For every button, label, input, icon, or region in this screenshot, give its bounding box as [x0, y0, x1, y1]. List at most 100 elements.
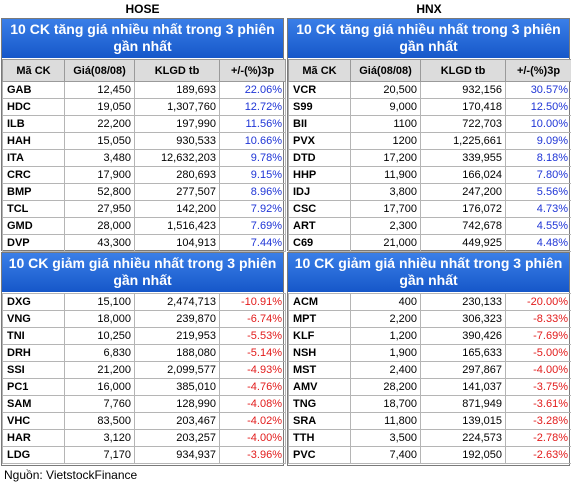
hnx-gainers-table: Mã CK Giá(08/08) KLGD tb +/-(%)3p VCR 20,… [288, 59, 571, 252]
cell-price: 17,900 [64, 166, 135, 184]
table-row: MPT 2,200 306,323 -8.33% [288, 310, 571, 328]
cell-volume: 203,257 [134, 429, 220, 447]
cell-change: 4.73% [505, 200, 571, 218]
cell-price: 3,800 [350, 183, 421, 201]
cell-symbol: GAB [2, 81, 65, 99]
cell-price: 2,400 [350, 361, 421, 379]
cell-volume: 176,072 [420, 200, 506, 218]
cell-symbol: CSC [288, 200, 351, 218]
table-row: PVX 1200 1,225,661 9.09% [288, 132, 571, 150]
hnx-exchange-label: HNX [416, 2, 442, 16]
cell-change: -7.69% [505, 327, 571, 345]
col-header-price: Giá(08/08) [350, 59, 421, 82]
cell-volume: 871,949 [420, 395, 506, 413]
table-row: ART 2,300 742,678 4.55% [288, 217, 571, 235]
table-row: MST 2,400 297,867 -4.00% [288, 361, 571, 379]
cell-symbol: PC1 [2, 378, 65, 396]
cell-volume: 932,156 [420, 81, 506, 99]
table-row: DTD 17,200 339,955 8.18% [288, 149, 571, 167]
cell-change: 4.48% [505, 234, 571, 252]
cell-volume: 742,678 [420, 217, 506, 235]
cell-change: -4.00% [505, 361, 571, 379]
cell-volume: 1,225,661 [420, 132, 506, 150]
table-row: CSC 17,700 176,072 4.73% [288, 200, 571, 218]
cell-symbol: S99 [288, 98, 351, 116]
table-row: S99 9,000 170,418 12.50% [288, 98, 571, 116]
cell-change: 22.06% [219, 81, 286, 99]
cell-change: 30.57% [505, 81, 571, 99]
cell-symbol: VHC [2, 412, 65, 430]
cell-volume: 390,426 [420, 327, 506, 345]
hose-losers-panel: 10 CK giảm giá nhiều nhất trong 3 phiên … [1, 252, 286, 466]
cell-price: 400 [350, 293, 421, 311]
cell-volume: 139,015 [420, 412, 506, 430]
cell-price: 20,500 [350, 81, 421, 99]
col-header-symbol: Mã CK [288, 59, 351, 82]
cell-volume: 104,913 [134, 234, 220, 252]
cell-change: -5.53% [219, 327, 286, 345]
cell-price: 3,480 [64, 149, 135, 167]
cell-symbol: SAM [2, 395, 65, 413]
table-row: GAB 12,450 189,693 22.06% [2, 81, 286, 99]
hnx-losers-table: ACM 400 230,133 -20.00% MPT 2,200 306,323 -8.33… [288, 293, 571, 464]
table-row: KLF 1,200 390,426 -7.69% [288, 327, 571, 345]
cell-change: -3.61% [505, 395, 571, 413]
table-row: HAH 15,050 930,533 10.66% [2, 132, 286, 150]
hnx-losers-panel: 10 CK giảm giá nhiều nhất trong 3 phiên … [287, 252, 571, 466]
table-row: VCR 20,500 932,156 30.57% [288, 81, 571, 99]
cell-price: 15,100 [64, 293, 135, 311]
cell-volume: 722,703 [420, 115, 506, 133]
cell-volume: 2,099,577 [134, 361, 220, 379]
table-row: CRC 17,900 280,693 9.15% [2, 166, 286, 184]
cell-price: 83,500 [64, 412, 135, 430]
cell-price: 6,830 [64, 344, 135, 362]
cell-volume: 339,955 [420, 149, 506, 167]
col-header-volume: KLGD tb [420, 59, 506, 82]
table-row: VHC 83,500 203,467 -4.02% [2, 412, 286, 430]
cell-price: 21,200 [64, 361, 135, 379]
cell-volume: 385,010 [134, 378, 220, 396]
cell-volume: 12,632,203 [134, 149, 220, 167]
cell-change: -4.93% [219, 361, 286, 379]
cell-price: 22,200 [64, 115, 135, 133]
cell-symbol: SRA [288, 412, 351, 430]
col-header-symbol: Mã CK [2, 59, 65, 82]
cell-price: 17,700 [350, 200, 421, 218]
table-row: HAR 3,120 203,257 -4.00% [2, 429, 286, 447]
cell-price: 9,000 [350, 98, 421, 116]
cell-price: 2,200 [350, 310, 421, 328]
cell-volume: 165,633 [420, 344, 506, 362]
cell-symbol: HAR [2, 429, 65, 447]
cell-change: -4.00% [219, 429, 286, 447]
table-header-row: Mã CK Giá(08/08) KLGD tb +/-(%)3p [288, 59, 571, 82]
cell-change: -4.08% [219, 395, 286, 413]
hose-gainers-panel: 10 CK tăng giá nhiều nhất trong 3 phiên … [1, 18, 286, 252]
cell-volume: 449,925 [420, 234, 506, 252]
cell-price: 2,300 [350, 217, 421, 235]
cell-symbol: PVX [288, 132, 351, 150]
cell-price: 7,400 [350, 446, 421, 464]
table-row: IDJ 3,800 247,200 5.56% [288, 183, 571, 201]
cell-change: 9.15% [219, 166, 286, 184]
cell-change: -3.96% [219, 446, 286, 464]
cell-symbol: NSH [288, 344, 351, 362]
table-row: SRA 11,800 139,015 -3.28% [288, 412, 571, 430]
cell-change: 9.09% [505, 132, 571, 150]
cell-symbol: DRH [2, 344, 65, 362]
cell-symbol: DTD [288, 149, 351, 167]
cell-volume: 142,200 [134, 200, 220, 218]
table-row: ITA 3,480 12,632,203 9.78% [2, 149, 286, 167]
cell-price: 18,000 [64, 310, 135, 328]
cell-price: 1200 [350, 132, 421, 150]
table-row: C69 21,000 449,925 4.48% [288, 234, 571, 252]
cell-symbol: GMD [2, 217, 65, 235]
cell-symbol: MST [288, 361, 351, 379]
cell-volume: 192,050 [420, 446, 506, 464]
cell-symbol: CRC [2, 166, 65, 184]
cell-price: 52,800 [64, 183, 135, 201]
cell-price: 21,000 [350, 234, 421, 252]
cell-volume: 239,870 [134, 310, 220, 328]
table-row: PVC 7,400 192,050 -2.63% [288, 446, 571, 464]
hnx-losers-title: 10 CK giảm giá nhiều nhất trong 3 phiên … [288, 253, 569, 293]
cell-change: -10.91% [219, 293, 286, 311]
